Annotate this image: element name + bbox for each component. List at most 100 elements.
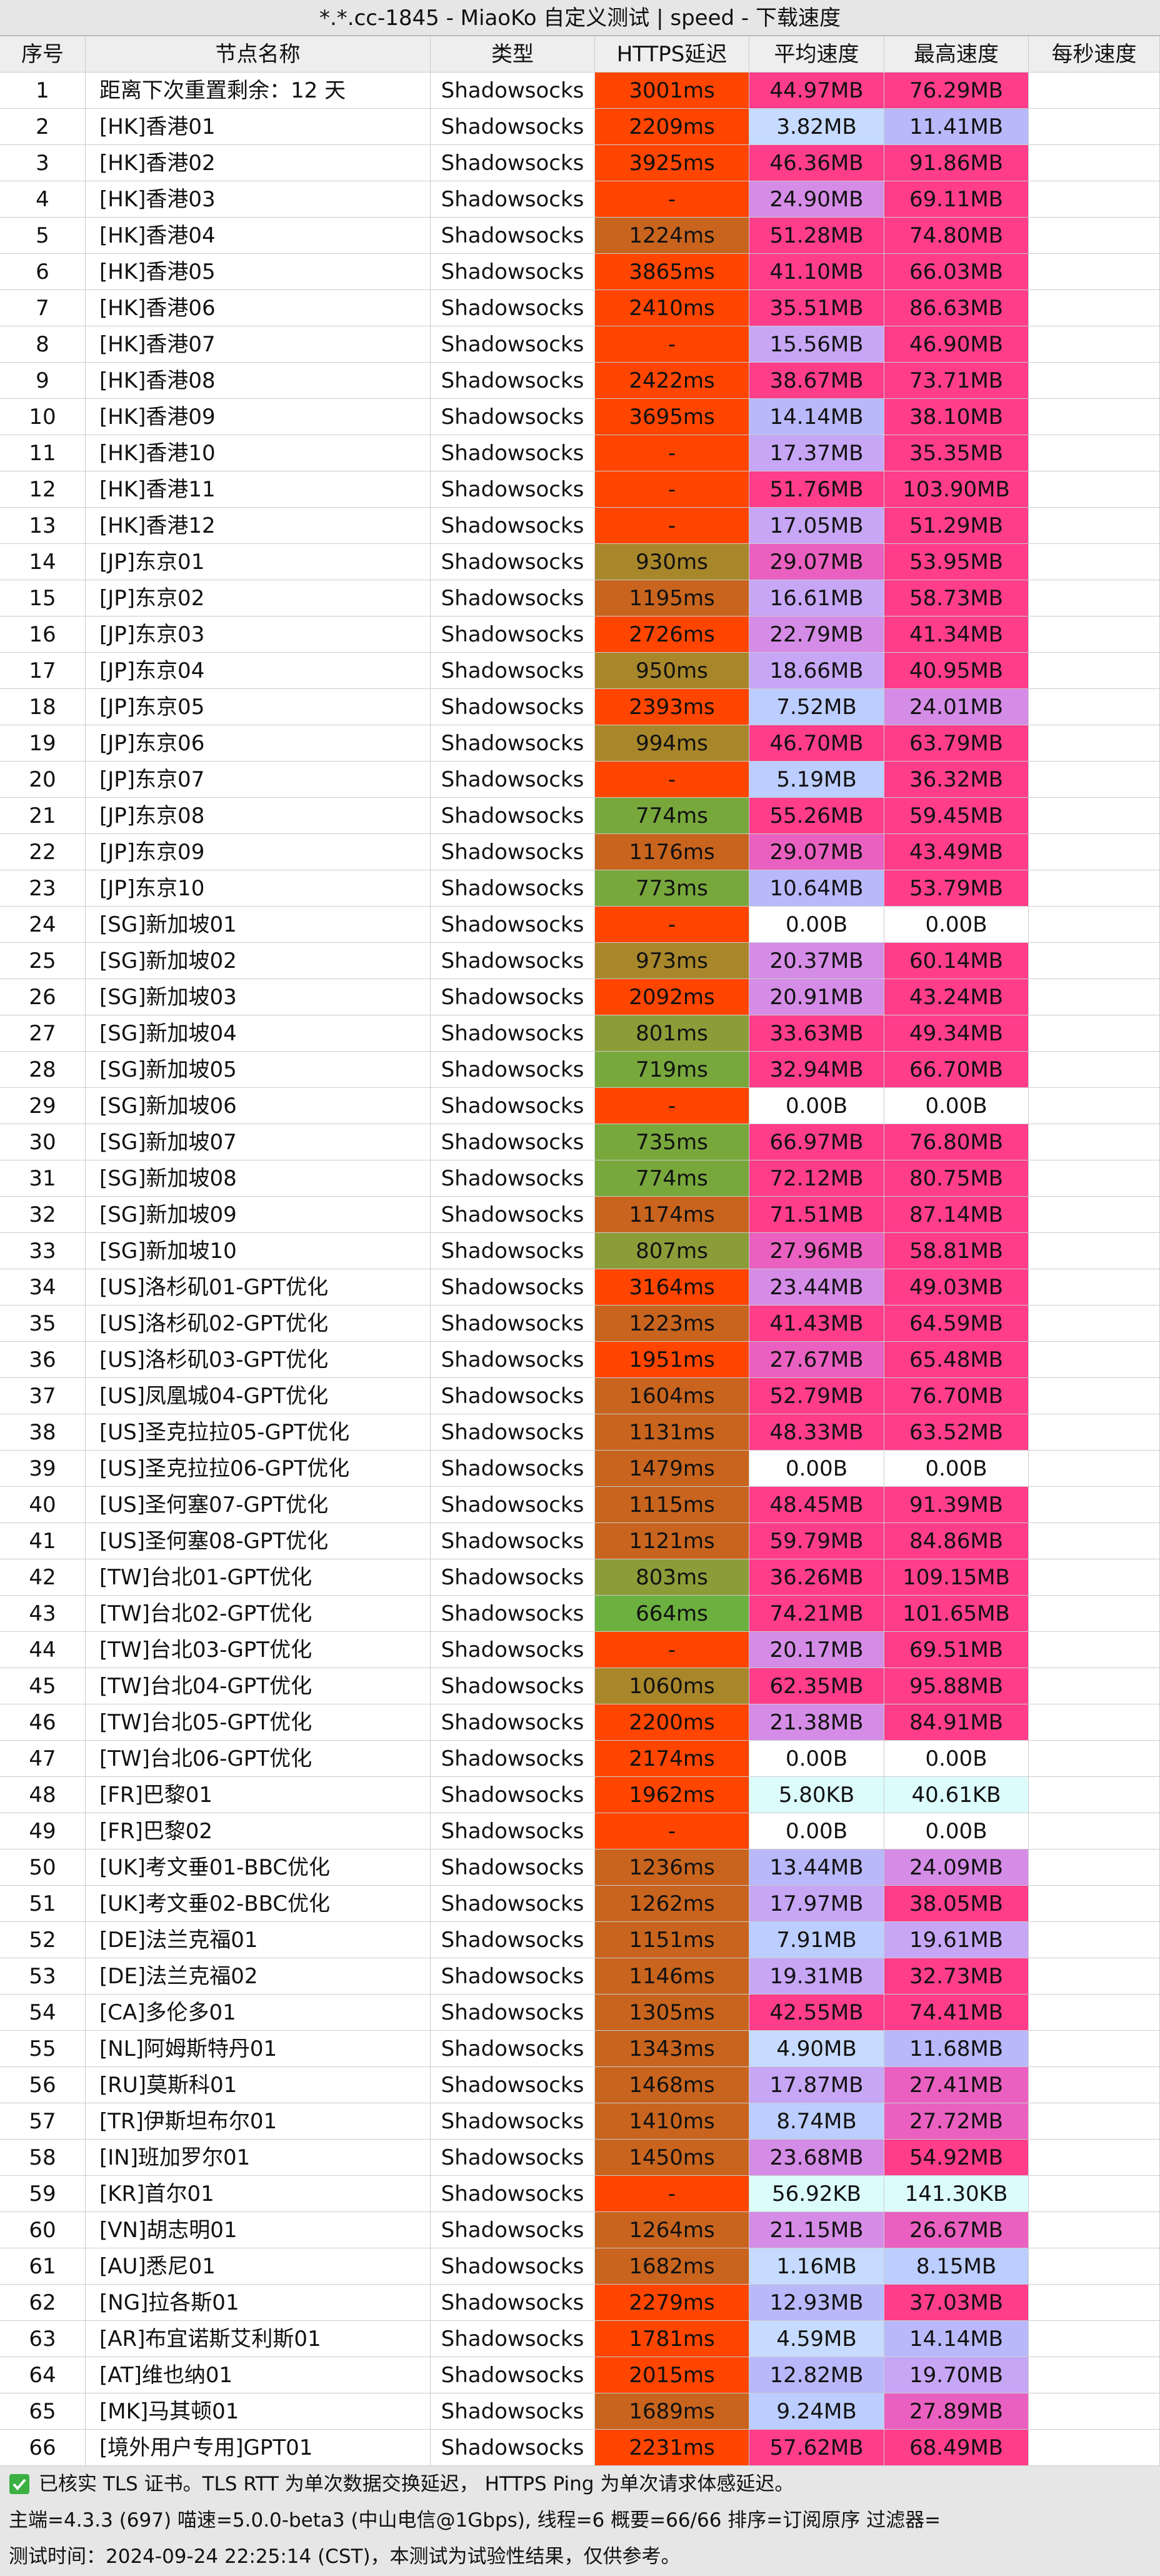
https-latency: 2422ms bbox=[595, 363, 749, 399]
node-name: [HK]香港11 bbox=[86, 471, 431, 508]
protocol-type: Shadowsocks bbox=[431, 290, 595, 326]
max-speed: 0.00B bbox=[884, 907, 1029, 943]
speed-sparkline bbox=[1029, 1306, 1160, 1342]
row-index: 17 bbox=[0, 653, 86, 689]
avg-speed: 5.80KB bbox=[749, 1777, 884, 1813]
https-latency: 1146ms bbox=[595, 1958, 749, 1995]
speed-sparkline bbox=[1029, 2176, 1160, 2212]
speed-sparkline bbox=[1029, 2357, 1160, 2393]
protocol-type: Shadowsocks bbox=[431, 798, 595, 834]
node-name: [TW]台北04-GPT优化 bbox=[86, 1668, 431, 1704]
speed-sparkline bbox=[1029, 1342, 1160, 1378]
max-speed: 63.79MB bbox=[884, 725, 1029, 762]
row-index: 24 bbox=[0, 907, 86, 943]
protocol-type: Shadowsocks bbox=[431, 1596, 595, 1632]
speed-sparkline bbox=[1029, 580, 1160, 616]
node-name: [SG]新加坡02 bbox=[86, 943, 431, 979]
row-index: 52 bbox=[0, 1922, 86, 1958]
node-name: [NG]拉各斯01 bbox=[86, 2285, 431, 2321]
speed-sparkline bbox=[1029, 1160, 1160, 1197]
avg-speed: 66.97MB bbox=[749, 1124, 884, 1160]
https-latency: 2410ms bbox=[595, 290, 749, 326]
protocol-type: Shadowsocks bbox=[431, 1995, 595, 2031]
max-speed: 91.86MB bbox=[884, 145, 1029, 181]
node-name: [HK]香港06 bbox=[86, 290, 431, 326]
avg-speed: 46.70MB bbox=[749, 725, 884, 762]
speed-sparkline bbox=[1029, 1632, 1160, 1668]
https-latency: 803ms bbox=[595, 1559, 749, 1596]
avg-speed: 41.43MB bbox=[749, 1306, 884, 1342]
protocol-type: Shadowsocks bbox=[431, 399, 595, 435]
speed-sparkline bbox=[1029, 2067, 1160, 2103]
row-index: 4 bbox=[0, 181, 86, 218]
speed-sparkline bbox=[1029, 73, 1160, 109]
protocol-type: Shadowsocks bbox=[431, 109, 595, 145]
node-name: [HK]香港09 bbox=[86, 399, 431, 435]
speed-sparkline bbox=[1029, 508, 1160, 544]
node-name: [KR]首尔01 bbox=[86, 2176, 431, 2212]
protocol-type: Shadowsocks bbox=[431, 2140, 595, 2176]
speed-sparkline bbox=[1029, 2321, 1160, 2357]
max-speed: 37.03MB bbox=[884, 2285, 1029, 2321]
row-index: 3 bbox=[0, 145, 86, 181]
avg-speed: 23.44MB bbox=[749, 1269, 884, 1306]
speed-sparkline bbox=[1029, 1414, 1160, 1451]
https-latency: 3925ms bbox=[595, 145, 749, 181]
https-latency: 1262ms bbox=[595, 1886, 749, 1922]
row-index: 43 bbox=[0, 1596, 86, 1632]
max-speed: 84.86MB bbox=[884, 1523, 1029, 1559]
speed-sparkline bbox=[1029, 1233, 1160, 1269]
protocol-type: Shadowsocks bbox=[431, 1197, 595, 1233]
https-latency: 973ms bbox=[595, 943, 749, 979]
speed-sparkline bbox=[1029, 1088, 1160, 1124]
row-index: 44 bbox=[0, 1632, 86, 1668]
node-name: [SG]新加坡06 bbox=[86, 1088, 431, 1124]
speed-sparkline bbox=[1029, 2430, 1160, 2466]
protocol-type: Shadowsocks bbox=[431, 1886, 595, 1922]
row-index: 66 bbox=[0, 2430, 86, 2466]
speed-sparkline bbox=[1029, 689, 1160, 725]
https-latency: 1131ms bbox=[595, 1414, 749, 1451]
max-speed: 41.34MB bbox=[884, 616, 1029, 653]
row-index: 49 bbox=[0, 1813, 86, 1849]
avg-speed: 44.97MB bbox=[749, 73, 884, 109]
protocol-type: Shadowsocks bbox=[431, 2430, 595, 2466]
https-latency: 1689ms bbox=[595, 2393, 749, 2430]
protocol-type: Shadowsocks bbox=[431, 834, 595, 870]
protocol-type: Shadowsocks bbox=[431, 1487, 595, 1523]
avg-speed: 12.93MB bbox=[749, 2285, 884, 2321]
node-name: [TR]伊斯坦布尔01 bbox=[86, 2103, 431, 2140]
protocol-type: Shadowsocks bbox=[431, 689, 595, 725]
https-latency: - bbox=[595, 2176, 749, 2212]
node-name: [SG]新加坡04 bbox=[86, 1015, 431, 1052]
speed-sparkline bbox=[1029, 435, 1160, 471]
max-speed: 101.65MB bbox=[884, 1596, 1029, 1632]
max-speed: 19.61MB bbox=[884, 1922, 1029, 1958]
avg-speed: 41.10MB bbox=[749, 254, 884, 290]
row-index: 22 bbox=[0, 834, 86, 870]
protocol-type: Shadowsocks bbox=[431, 1741, 595, 1777]
speed-sparkline bbox=[1029, 870, 1160, 907]
https-latency: 1343ms bbox=[595, 2031, 749, 2067]
node-name: [AT]维也纳01 bbox=[86, 2357, 431, 2393]
protocol-type: Shadowsocks bbox=[431, 2357, 595, 2393]
avg-speed: 17.87MB bbox=[749, 2067, 884, 2103]
node-name: [JP]东京09 bbox=[86, 834, 431, 870]
footer-text: 已核实 TLS 证书。TLS RTT 为单次数据交换延迟， HTTPS Ping… bbox=[39, 2473, 794, 2495]
https-latency: 2015ms bbox=[595, 2357, 749, 2393]
max-speed: 27.41MB bbox=[884, 2067, 1029, 2103]
speed-sparkline bbox=[1029, 2140, 1160, 2176]
row-index: 10 bbox=[0, 399, 86, 435]
https-latency: 1223ms bbox=[595, 1306, 749, 1342]
row-index: 6 bbox=[0, 254, 86, 290]
speed-sparkline bbox=[1029, 2212, 1160, 2248]
avg-speed: 23.68MB bbox=[749, 2140, 884, 2176]
protocol-type: Shadowsocks bbox=[431, 1523, 595, 1559]
row-index: 16 bbox=[0, 616, 86, 653]
avg-speed: 51.28MB bbox=[749, 218, 884, 254]
max-speed: 43.24MB bbox=[884, 979, 1029, 1015]
max-speed: 53.95MB bbox=[884, 544, 1029, 580]
node-name: [US]洛杉矶02-GPT优化 bbox=[86, 1306, 431, 1342]
node-name: [VN]胡志明01 bbox=[86, 2212, 431, 2248]
